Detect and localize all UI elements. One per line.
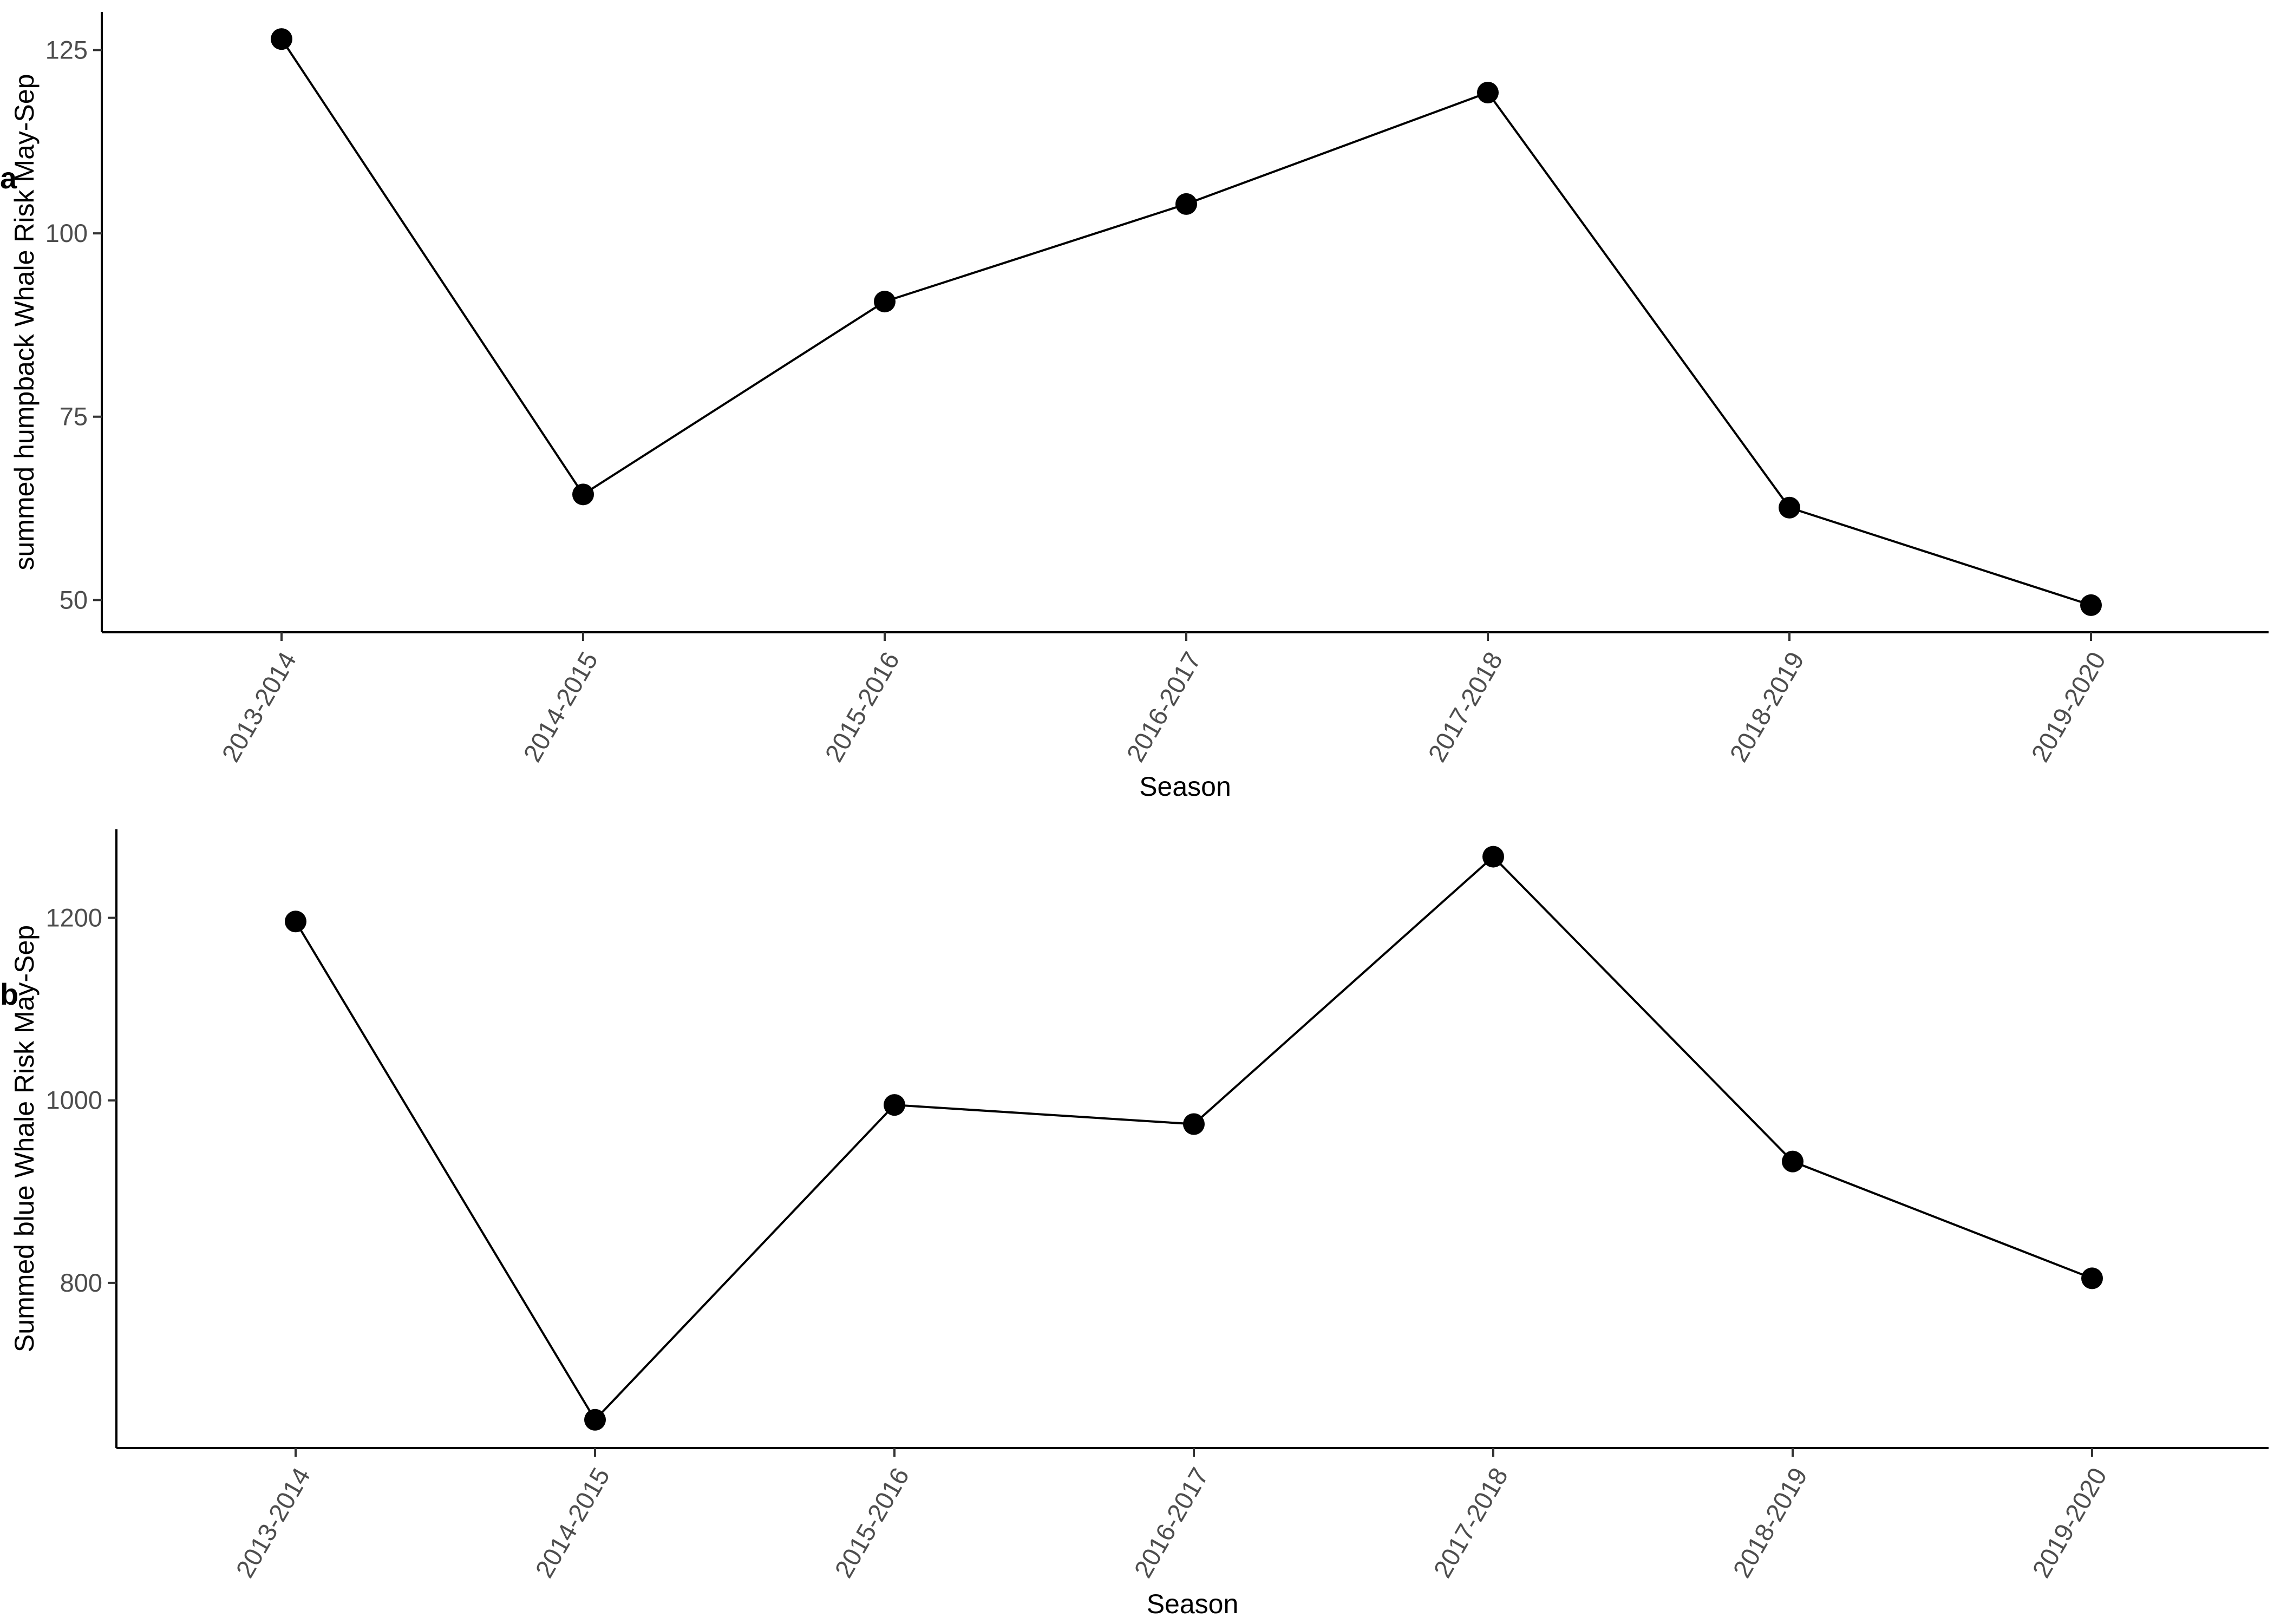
- data-point: [1477, 82, 1499, 104]
- x-tick-label: 2018-2019: [1727, 1463, 1813, 1582]
- data-point: [1782, 1150, 1803, 1173]
- data-point: [1482, 846, 1504, 868]
- series-line: [295, 855, 2093, 1422]
- data-point: [1175, 193, 1197, 215]
- x-tick-label: 2016-2017: [1121, 647, 1206, 767]
- y-tick-label: 100: [45, 219, 88, 247]
- y-tick-label: 1000: [45, 1086, 102, 1115]
- y-tick-label: 800: [60, 1268, 102, 1297]
- data-point: [572, 483, 594, 506]
- x-tick-label: 2019-2020: [2025, 647, 2111, 767]
- y-tick-label: 50: [60, 585, 88, 614]
- x-tick-label: 2014-2015: [530, 1463, 615, 1582]
- data-point: [285, 911, 306, 933]
- data-point: [874, 291, 896, 313]
- x-axis-title: Season: [1139, 771, 1231, 802]
- x-tick-label: 2015-2016: [829, 1463, 914, 1582]
- x-tick-label: 2013-2014: [230, 1463, 316, 1582]
- x-tick-label: 2017-2018: [1428, 1463, 1513, 1582]
- data-point: [884, 1094, 905, 1116]
- x-tick-label: 2017-2018: [1422, 647, 1508, 767]
- panel-label: b: [0, 977, 18, 1011]
- x-tick-label: 2018-2019: [1724, 647, 1809, 767]
- y-tick-label: 75: [60, 402, 88, 431]
- data-point: [271, 28, 292, 50]
- y-axis-title: Summed blue Whale Risk May-Sep: [9, 925, 40, 1352]
- series-line: [280, 38, 2092, 606]
- y-tick-label: 1200: [45, 903, 102, 932]
- y-tick-label: 125: [45, 35, 88, 64]
- y-axis-title: summed humpback Whale Risk May-Sep: [9, 74, 40, 571]
- data-point: [1183, 1113, 1205, 1135]
- x-tick-label: 2019-2020: [2027, 1463, 2112, 1582]
- x-tick-label: 2014-2015: [518, 647, 603, 767]
- x-axis-title: Season: [1147, 1589, 1239, 1619]
- data-point: [2080, 594, 2102, 616]
- x-tick-label: 2015-2016: [819, 647, 905, 767]
- x-tick-label: 2016-2017: [1128, 1463, 1214, 1582]
- panel-label: a: [0, 161, 17, 195]
- data-point: [584, 1409, 606, 1431]
- data-point: [2081, 1267, 2103, 1289]
- data-point: [1779, 496, 1800, 519]
- x-tick-label: 2013-2014: [216, 647, 302, 767]
